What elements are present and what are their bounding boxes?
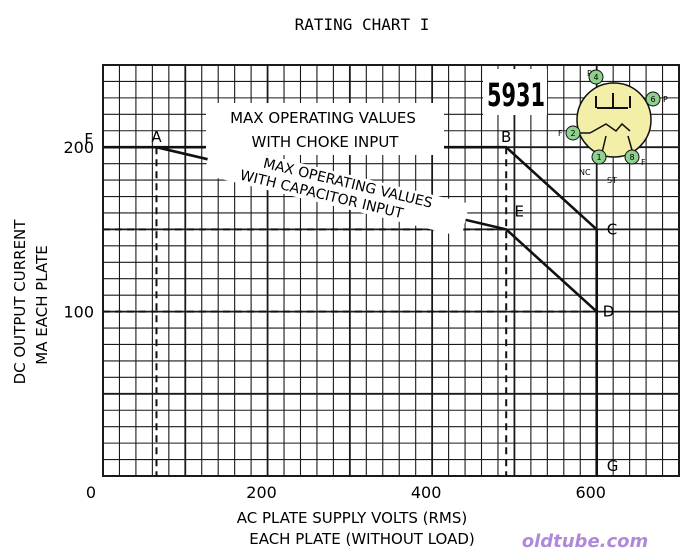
point-label-f: F <box>84 130 93 148</box>
x-axis-label-line2: EACH PLATE (WITHOUT LOAD) <box>249 530 475 548</box>
pin-bottom-label: NC <box>579 168 591 177</box>
tube-type-box <box>483 69 547 115</box>
capacitor-annotation: MAX OPERATING VALUES WITH CAPACITOR INPU… <box>203 141 470 237</box>
point-labels: F A B E C D G <box>84 128 618 475</box>
point-label-e: E <box>514 202 523 220</box>
watermark: oldtube.com <box>522 531 649 552</box>
tick-labels: 0 200 400 600 100 200 <box>63 138 606 502</box>
point-label-g: G <box>607 457 619 475</box>
capacitor-annotation-box <box>203 141 470 237</box>
x-tick-label: 200 <box>246 483 277 502</box>
point-label-d: D <box>603 303 615 321</box>
pin-diagram: P 4 6 P F 2 1 8 F NC ST <box>558 69 668 185</box>
y-axis-label-line1: DC OUTPUT CURRENT <box>11 219 29 385</box>
choke-annotation-box <box>206 103 444 155</box>
pin-label: P <box>587 69 592 78</box>
point-label-a: A <box>151 128 162 146</box>
pin-number: 2 <box>570 129 575 138</box>
y-axis-label-line2: MA EACH PLATE <box>33 245 51 364</box>
y-tick-label: 200 <box>63 138 94 157</box>
choke-annotation-line1: MAX OPERATING VALUES <box>230 109 416 127</box>
choke-annotation-line2: WITH CHOKE INPUT <box>252 133 400 151</box>
pin-label: F <box>641 158 646 167</box>
pin-number: 4 <box>593 73 598 82</box>
point-label-c: C <box>607 220 617 238</box>
pin-number: 1 <box>596 153 601 162</box>
y-tick-label: 100 <box>63 303 94 322</box>
pin-number: 6 <box>650 95 655 104</box>
pin-number: 8 <box>629 153 634 162</box>
pin-bottom-label: ST <box>607 176 617 185</box>
pin-label: P <box>663 95 668 104</box>
tube-type-label: 5931 <box>487 76 545 114</box>
x-tick-label: 0 <box>86 483 96 502</box>
point-label-b: B <box>501 128 511 146</box>
chart-title: RATING CHART I <box>295 15 430 34</box>
x-tick-label: 600 <box>575 483 606 502</box>
plot-frame <box>102 64 680 477</box>
x-axis-label-line1: AC PLATE SUPPLY VOLTS (RMS) <box>237 509 468 527</box>
x-tick-label: 400 <box>411 483 442 502</box>
pin-label: F <box>558 129 563 138</box>
